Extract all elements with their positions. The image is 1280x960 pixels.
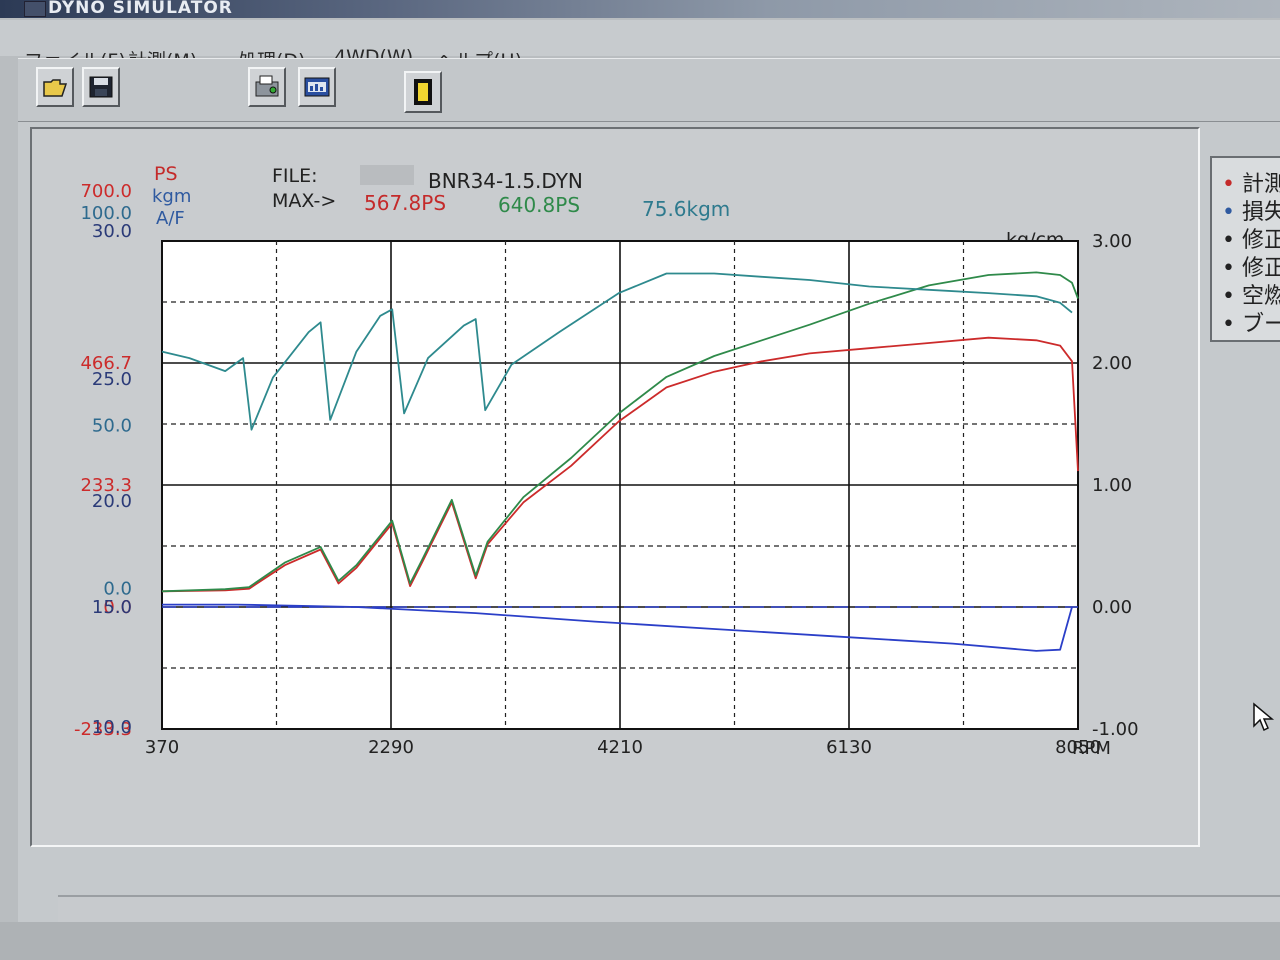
y-tick-label-af: 30.0 — [92, 221, 132, 242]
y-tick-label-af: 25.0 — [92, 369, 132, 390]
redacted-block — [360, 165, 414, 185]
legend-item: • 計測 — [1222, 172, 1280, 197]
x-tick-label: 4210 — [597, 737, 643, 758]
series-line — [161, 336, 1079, 593]
app-icon — [24, 1, 46, 17]
toolbar — [18, 58, 1280, 123]
file-name: BNR34-1.5.DYN — [428, 169, 583, 193]
dyno-chart: PS kgm A/F FILE: BNR34-1.5.DYN MAX-> 567… — [74, 163, 1139, 759]
y-tick-label-kgm: 50.0 — [92, 416, 132, 437]
y-tick-label-ps: 700.0 — [80, 181, 132, 202]
max-kgm: 75.6kgm — [642, 197, 730, 221]
y-tick-label-ps: 466.7 — [80, 353, 132, 374]
file-label: FILE: — [272, 165, 318, 187]
legend-item: • 空燃 — [1222, 284, 1280, 309]
y-tick-label-boost: 2.00 — [1092, 353, 1132, 374]
monitor-bezel — [0, 922, 1280, 960]
series-line — [161, 272, 1073, 431]
window-titlebar: DYNO SIMULATOR — [0, 0, 1280, 18]
save-button[interactable] — [82, 67, 120, 107]
y-tick-label-kgm: 0.0 — [103, 578, 132, 599]
window-title: DYNO SIMULATOR — [48, 0, 233, 18]
max-label: MAX-> — [272, 190, 336, 212]
open-button[interactable] — [36, 67, 74, 107]
legend-panel: • 計測 • 損失 • 修正 • 修正 • 空燃 • ブースト — [1210, 156, 1280, 342]
legend-item: • ブースト — [1222, 312, 1280, 337]
x-tick-label: 2290 — [368, 737, 414, 758]
y-tick-label-ps: -233.3 — [74, 719, 132, 740]
plot-area: 370 2290 4210 6130 8050 700.0 466.7 233.3 0.0 -23… — [74, 181, 1139, 758]
menu-bar: ファイル(F) 計測(M) 処理(D) 4WD(W) ヘルプ(H) — [0, 20, 1280, 72]
unit-ps-label: PS — [154, 163, 178, 185]
max-ps-green: 640.8PS — [498, 193, 580, 217]
display-meter-button[interactable] — [298, 67, 336, 107]
y-tick-label-boost: 1.00 — [1092, 475, 1132, 496]
print-setup-button[interactable] — [248, 67, 286, 107]
legend-item: • 損失 — [1222, 200, 1280, 225]
y-tick-label-af: 10.0 — [92, 717, 132, 738]
unit-kgm-label: kgm — [152, 186, 191, 207]
dyno-graph-panel: PS kgm A/F FILE: BNR34-1.5.DYN MAX-> 567… — [30, 127, 1200, 847]
y-tick-label-af: 15.0 — [92, 597, 132, 618]
x-tick-label: 8050 — [1055, 737, 1101, 758]
series-line — [161, 271, 1079, 593]
rpm-unit-label: RPM — [1072, 738, 1111, 759]
y-tick-label-ps: 233.3 — [80, 475, 132, 496]
y-tick-label-boost: 0.00 — [1092, 597, 1132, 618]
unit-af-label: A/F — [156, 208, 185, 229]
y-tick-label-ps: 0.0 — [103, 597, 132, 618]
max-ps-red: 567.8PS — [364, 191, 446, 215]
status-strip — [58, 895, 1280, 925]
exit-door-icon — [414, 79, 432, 105]
legend-item: • 修正 — [1222, 228, 1280, 253]
y-tick-label-kgm: 100.0 — [80, 203, 132, 224]
mouse-cursor-icon — [1253, 702, 1275, 732]
y-tick-label-af: 20.0 — [92, 491, 132, 512]
legend-item: • 修正 — [1222, 256, 1280, 281]
x-tick-label: 370 — [145, 737, 179, 758]
y-tick-label-boost: 3.00 — [1092, 231, 1132, 252]
open-folder-icon — [43, 79, 68, 97]
y-tick-label-boost: -1.00 — [1092, 719, 1139, 740]
display-meter-icon — [304, 77, 330, 97]
save-disk-icon — [89, 76, 113, 98]
x-tick-label: 6130 — [826, 737, 872, 758]
exit-button[interactable] — [404, 71, 442, 113]
print-setup-icon — [255, 75, 279, 97]
series-line — [162, 603, 1073, 652]
